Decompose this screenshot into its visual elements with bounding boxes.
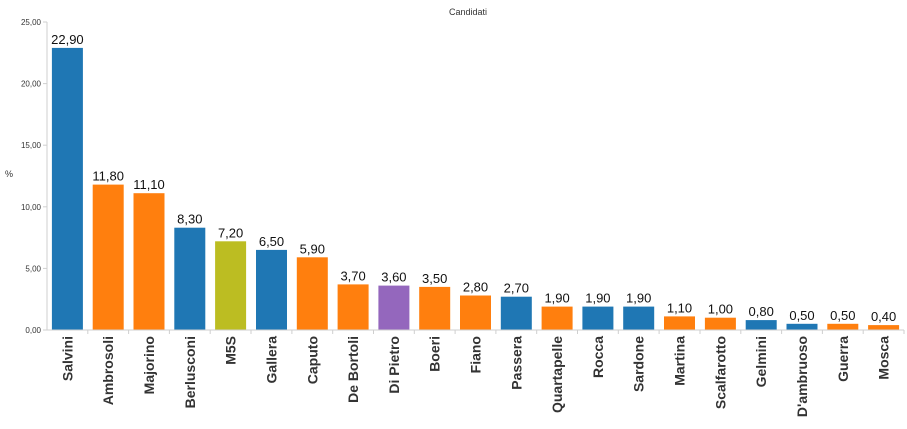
bar <box>500 296 532 330</box>
y-tick-label: 20,00 <box>21 80 42 89</box>
x-tick-label: Fiano <box>468 336 484 373</box>
y-tick-label: 25,00 <box>21 18 42 27</box>
x-tick-label: Quartapelle <box>549 336 565 413</box>
x-tick-label: Scalfarotto <box>712 336 728 409</box>
data-label: 5,90 <box>300 241 325 256</box>
bar <box>704 317 736 330</box>
data-label: 0,80 <box>749 304 774 319</box>
x-tick-label: Gallera <box>264 336 280 384</box>
y-tick-label: 10,00 <box>21 203 42 212</box>
x-tick-label: Berlusconi <box>182 336 198 408</box>
bar <box>664 316 695 330</box>
x-tick-label: Rocca <box>590 336 606 378</box>
data-label: 2,80 <box>463 280 488 295</box>
data-label: 1,90 <box>626 291 651 306</box>
y-tick-label: 15,00 <box>21 141 42 150</box>
x-tick-label: Passera <box>508 336 524 390</box>
bar <box>419 286 451 330</box>
data-label: 2,70 <box>504 281 529 296</box>
data-label: 11,80 <box>92 169 124 184</box>
x-tick-label: De Bortoli <box>345 336 361 403</box>
x-tick-label: D'ambruoso <box>794 336 810 417</box>
y-axis: 0,00 5,00 10,00 15,00 20,00 25,00 <box>21 18 48 335</box>
data-label: 7,20 <box>218 225 243 240</box>
bar <box>786 323 818 330</box>
bar <box>51 47 83 331</box>
bar <box>582 306 614 330</box>
data-label: 3,60 <box>381 270 406 285</box>
x-tick-label: Majorino <box>141 336 157 394</box>
bar <box>337 284 369 330</box>
data-label: 3,50 <box>422 271 447 286</box>
bars <box>51 47 900 331</box>
x-tick-label: Boeri <box>427 336 443 372</box>
data-label: 22,90 <box>51 32 84 47</box>
data-label: 6,50 <box>259 234 284 249</box>
bar <box>868 325 900 330</box>
data-label: 1,90 <box>585 291 610 306</box>
bar <box>745 320 777 330</box>
y-axis-label: % <box>5 169 13 179</box>
x-tick-label: Gelmini <box>753 336 769 387</box>
data-label: 1,90 <box>544 291 569 306</box>
bar <box>174 227 206 330</box>
x-tick-label: Martina <box>672 336 688 386</box>
y-tick-label: 0,00 <box>25 326 41 335</box>
x-tick-label: Guerra <box>835 336 851 382</box>
bar <box>92 184 124 330</box>
x-tick-label: Salvini <box>59 336 75 381</box>
data-label: 3,70 <box>340 268 365 283</box>
x-tick-label: M5S <box>223 336 239 365</box>
bar <box>256 249 287 330</box>
data-label: 0,40 <box>871 309 896 324</box>
x-tick-label: Ambrosoli <box>100 336 116 405</box>
x-tick-label: Mosca <box>876 336 892 380</box>
data-label: 0,50 <box>789 308 814 323</box>
bar <box>541 306 573 330</box>
x-tick-label: Sardone <box>631 336 647 392</box>
chart-title: Candidati <box>449 7 487 17</box>
value-labels: 22,90 11,80 11,10 8,30 7,20 6,50 5,90 3,70 3,60 3… <box>51 32 896 324</box>
bar <box>378 285 410 330</box>
bar <box>460 295 491 330</box>
data-label: 1,00 <box>708 302 733 317</box>
bar <box>623 306 655 330</box>
data-label: 8,30 <box>177 212 202 227</box>
data-label: 11,10 <box>133 177 165 192</box>
bar <box>133 193 165 330</box>
x-tick-label: Di Pietro <box>386 336 402 394</box>
bar <box>827 323 859 330</box>
x-tick-label: Caputo <box>304 336 320 384</box>
bar <box>215 241 247 330</box>
x-axis: Salvini Ambrosoli Majorino Berlusconi M5S Gal… <box>47 329 905 417</box>
y-tick-label: 5,00 <box>25 264 41 273</box>
data-label: 1,10 <box>667 300 692 315</box>
bar <box>296 257 328 330</box>
data-label: 0,50 <box>830 308 855 323</box>
